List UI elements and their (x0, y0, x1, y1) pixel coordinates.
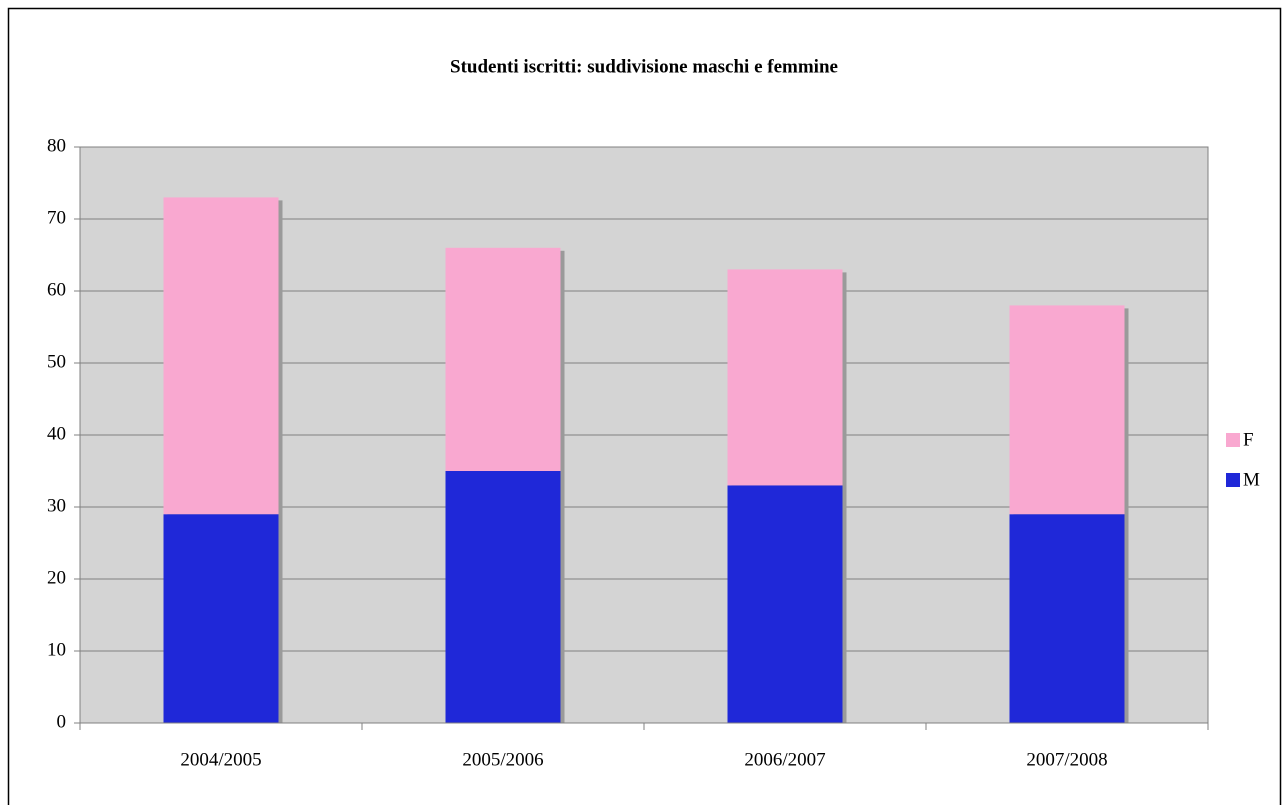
y-tick-label: 50 (47, 351, 66, 372)
y-tick-label: 30 (47, 495, 66, 516)
x-tick-label: 2006/2007 (744, 749, 825, 770)
legend-label: F (1243, 429, 1254, 450)
chart-title: Studenti iscritti: suddivisione maschi e… (450, 56, 838, 77)
x-tick-label: 2004/2005 (180, 749, 261, 770)
y-tick-label: 80 (47, 135, 66, 156)
bar-segment (163, 197, 279, 515)
bar-segment (1009, 305, 1125, 515)
legend-swatch (1226, 433, 1240, 447)
y-tick-label: 40 (47, 423, 66, 444)
bar-segment (727, 485, 843, 723)
y-tick-label: 0 (57, 711, 67, 732)
y-tick-label: 10 (47, 639, 66, 660)
x-tick-label: 2007/2008 (1026, 749, 1107, 770)
bar-segment (445, 247, 561, 471)
bar-segment (727, 269, 843, 486)
bar-segment (1009, 514, 1125, 723)
y-tick-label: 70 (47, 207, 66, 228)
legend-swatch (1226, 473, 1240, 487)
y-tick-label: 20 (47, 567, 66, 588)
bar-segment (445, 471, 561, 723)
bar-segment (163, 514, 279, 723)
y-tick-label: 60 (47, 279, 66, 300)
x-tick-label: 2005/2006 (462, 749, 543, 770)
legend-label: M (1243, 469, 1260, 490)
